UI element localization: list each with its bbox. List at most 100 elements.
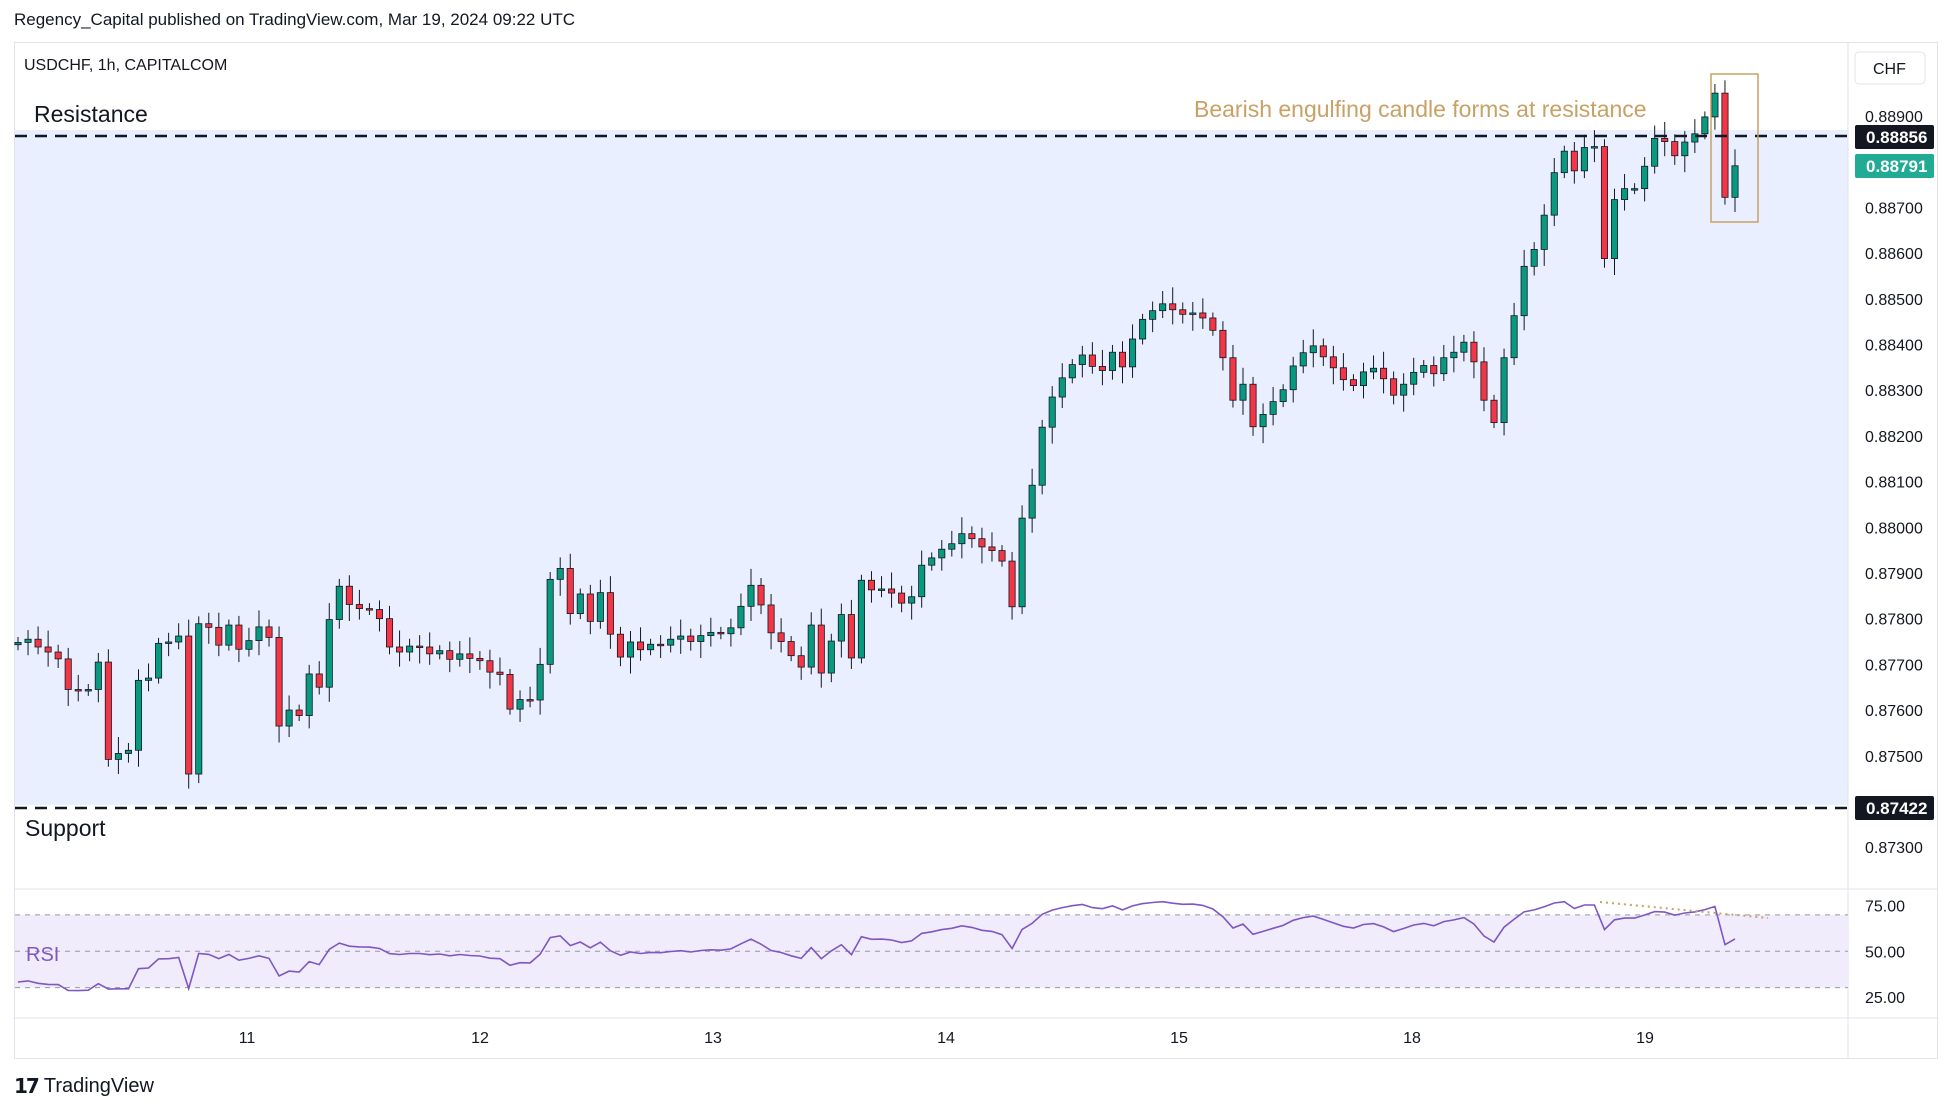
candle-body-up (84, 689, 92, 692)
range-band (15, 130, 1848, 805)
candle (155, 637, 163, 684)
candle-body-down (1570, 150, 1578, 172)
candle (717, 626, 725, 640)
candle (134, 669, 143, 767)
candle-body-up (124, 749, 132, 754)
annotation-box (1710, 73, 1759, 223)
candle (1600, 139, 1608, 268)
candle-body-down (888, 588, 896, 594)
candle-body-up (165, 641, 173, 644)
candle-body-down (657, 643, 665, 647)
footer-branding[interactable]: 17 TradingView (14, 1074, 154, 1098)
candle-body-down (416, 645, 424, 648)
candle-body-up (938, 548, 946, 559)
candle (988, 532, 996, 562)
candle (34, 626, 42, 655)
candle-body-up (305, 673, 313, 716)
candle (637, 627, 645, 661)
candle-body-up (1641, 165, 1649, 190)
candle (1610, 188, 1619, 276)
candle-body-up (1038, 426, 1046, 486)
candle-body-up (285, 709, 293, 727)
rsi-divergence-line (1599, 901, 1769, 919)
candle (787, 636, 795, 662)
rsi-label: RSI (26, 944, 59, 966)
candle-body-up (1520, 265, 1528, 317)
time-tick-label: 15 (1170, 1030, 1188, 1047)
candle (1329, 345, 1337, 385)
candle-body-up (24, 638, 32, 643)
candle (797, 646, 805, 680)
candle (566, 553, 574, 625)
candle-body-up (857, 579, 865, 659)
candle (1058, 363, 1066, 408)
candle (968, 526, 976, 548)
candle-body-down (275, 636, 283, 727)
candle-body-up (626, 641, 635, 658)
candle-body-down (1380, 367, 1388, 380)
candle-body-up (1420, 365, 1428, 373)
candle-body-up (1440, 357, 1448, 375)
candle (1550, 158, 1558, 227)
candle-body-up (245, 640, 253, 650)
candle (1078, 345, 1086, 378)
candle-body-down (205, 623, 213, 628)
candle-body-up (1631, 188, 1639, 191)
candle (1129, 324, 1137, 378)
candle (305, 664, 313, 729)
price-tick-label: 0.88100 (1865, 475, 1923, 492)
candle-body-down (1199, 312, 1207, 319)
candle (1580, 134, 1588, 179)
candle (978, 527, 986, 564)
candle-body-up (1048, 396, 1056, 428)
candle-body-up (1159, 303, 1167, 312)
candle (24, 630, 32, 656)
candle (737, 593, 745, 636)
candle-body-up (1139, 318, 1147, 340)
candle (1269, 386, 1277, 426)
time-tick-label: 13 (704, 1030, 722, 1047)
candle-body-up (94, 661, 102, 690)
candle-body-up (1018, 517, 1026, 608)
candle (1621, 174, 1629, 211)
candle (516, 690, 524, 722)
candle-body-up (1510, 315, 1518, 359)
candle-body-up (827, 640, 835, 674)
candle (1068, 359, 1076, 384)
candle (1229, 344, 1237, 408)
currency-button[interactable] (1854, 51, 1926, 85)
candle-body-down (476, 658, 484, 662)
time-tick-label: 12 (471, 1030, 489, 1047)
symbol-info[interactable]: USDCHF, 1h, CAPITALCOM (24, 57, 227, 74)
candle-body-up (1370, 367, 1378, 373)
candle (1359, 362, 1367, 399)
candle-body-up (807, 624, 815, 668)
candle (1671, 134, 1679, 165)
chart-frame[interactable] (14, 42, 1938, 1059)
candle (707, 617, 715, 647)
candle (185, 619, 193, 789)
price-tick-label: 0.87800 (1865, 612, 1923, 629)
candle (124, 742, 132, 763)
candle (1510, 302, 1518, 366)
candle-body-down (637, 641, 645, 651)
candle (526, 686, 534, 708)
candle (1590, 130, 1598, 163)
candle-body-up (908, 596, 916, 604)
candle-body-up (837, 614, 845, 642)
tradingview-brand: TradingView (43, 1074, 154, 1097)
candle-body-up (697, 635, 705, 642)
time-tick-label: 14 (937, 1030, 955, 1047)
candle (1410, 357, 1418, 396)
candle-body-up (255, 626, 263, 641)
candle (1370, 355, 1378, 380)
candle (1048, 386, 1056, 444)
candle (54, 644, 62, 669)
candle (355, 589, 363, 620)
rsi-line (17, 900, 1736, 992)
candle-body-down (386, 618, 394, 648)
candle (697, 624, 705, 658)
candle-body-down (1209, 317, 1217, 331)
support-price-tag (1855, 796, 1934, 820)
